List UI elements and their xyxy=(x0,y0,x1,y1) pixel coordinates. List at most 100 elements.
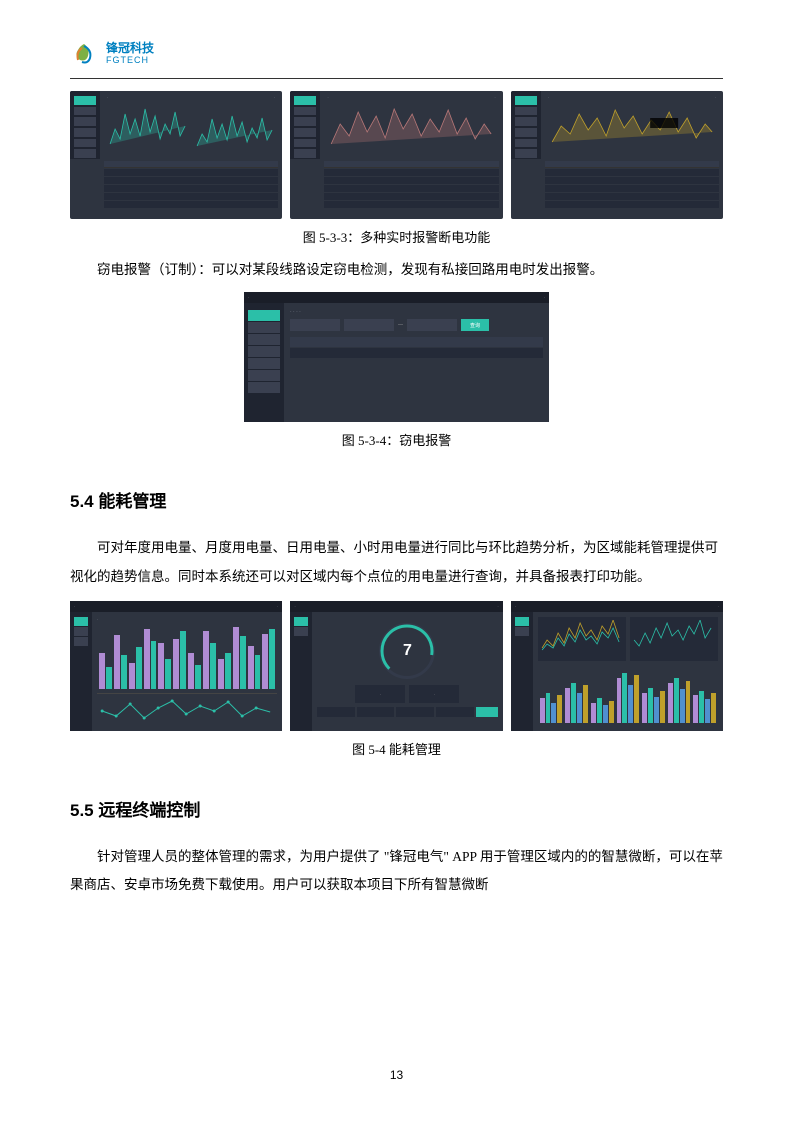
bar xyxy=(591,703,596,723)
table-row xyxy=(545,185,719,192)
energy-dashboard-2: ·· 7 · · xyxy=(290,601,502,731)
table-row xyxy=(104,177,278,184)
search-button[interactable]: 查询 xyxy=(461,319,489,331)
gauge-info-box: · xyxy=(355,685,405,703)
sidebar-item[interactable] xyxy=(248,310,280,321)
stat-box-accent[interactable] xyxy=(476,707,498,717)
table-row xyxy=(545,161,719,168)
dashboard-panel-2: ·· xyxy=(290,91,502,219)
bar xyxy=(173,639,179,689)
bar-group xyxy=(565,671,588,723)
center-main: · · · · — 查询 xyxy=(284,303,549,422)
sidebar-item[interactable] xyxy=(74,96,96,105)
stat-box xyxy=(317,707,355,717)
sidebar-item[interactable] xyxy=(515,139,537,148)
caption-5-4: 图 5-4 能耗管理 xyxy=(70,739,723,758)
bar xyxy=(144,629,150,689)
bar xyxy=(99,653,105,689)
dash-main: 7 · · xyxy=(312,612,502,731)
sidebar-item[interactable] xyxy=(515,117,537,126)
table-row xyxy=(290,337,543,347)
bar xyxy=(540,698,545,723)
table-row xyxy=(545,169,719,176)
date-input[interactable] xyxy=(344,319,394,331)
dashboard-panel-1: ·· xyxy=(70,91,282,219)
sidebar-item[interactable] xyxy=(74,149,96,158)
sidebar-item[interactable] xyxy=(294,139,316,148)
bar xyxy=(642,693,647,723)
bar-group xyxy=(233,626,246,689)
bar-group xyxy=(129,626,142,689)
bar-group xyxy=(188,626,201,689)
line-chart-right xyxy=(630,617,718,661)
sidebar-item[interactable] xyxy=(74,139,96,148)
sidebar-item[interactable] xyxy=(248,322,280,333)
bar xyxy=(648,688,653,723)
sidebar-item[interactable] xyxy=(74,117,96,126)
bar-group xyxy=(248,626,261,689)
bar-group xyxy=(203,626,216,689)
sidebar-item[interactable] xyxy=(74,627,88,636)
table-row xyxy=(104,185,278,192)
sidebar xyxy=(511,612,533,731)
sidebar xyxy=(70,612,92,731)
dash-header: ·· xyxy=(244,292,549,303)
line-chart xyxy=(97,698,277,726)
sidebar-item[interactable] xyxy=(515,128,537,137)
bar xyxy=(705,699,710,723)
bar xyxy=(165,659,171,689)
sidebar-item[interactable] xyxy=(294,149,316,158)
bar xyxy=(233,627,239,689)
sidebar-item[interactable] xyxy=(515,96,537,105)
table-row xyxy=(545,201,719,208)
page-header: 锋冠科技 FGTECH xyxy=(70,40,723,79)
dashboard-row-2: ·· · ·· xyxy=(70,601,723,731)
sidebar-item[interactable] xyxy=(248,346,280,357)
breadcrumb: · · · · xyxy=(290,309,543,315)
page-number: 13 xyxy=(390,1068,403,1082)
sidebar-item[interactable] xyxy=(294,128,316,137)
sidebar-item[interactable] xyxy=(248,382,280,393)
bar xyxy=(121,655,127,689)
bar xyxy=(210,643,216,689)
section-heading-5-4: 5.4 能耗管理 xyxy=(70,487,723,512)
bar-group xyxy=(218,626,231,689)
search-bar: — 查询 xyxy=(290,319,543,331)
dash-header: ·· xyxy=(290,601,502,612)
sidebar-item[interactable] xyxy=(248,358,280,369)
sidebar-item[interactable] xyxy=(74,637,88,646)
sidebar-item[interactable] xyxy=(515,149,537,158)
sidebar xyxy=(244,303,284,422)
bar-group xyxy=(144,626,157,689)
stat-box xyxy=(436,707,474,717)
sidebar-item[interactable] xyxy=(294,617,308,626)
sidebar-item[interactable] xyxy=(74,107,96,116)
sidebar-item[interactable] xyxy=(294,96,316,105)
sidebar-item[interactable] xyxy=(248,334,280,345)
bar xyxy=(628,685,633,723)
sidebar-item[interactable] xyxy=(515,107,537,116)
sidebar-item[interactable] xyxy=(74,617,88,626)
chart-area: ·· xyxy=(320,91,502,159)
sidebar-item[interactable] xyxy=(515,617,529,626)
sidebar-item[interactable] xyxy=(294,107,316,116)
bar xyxy=(654,697,659,723)
chart-area: ·· xyxy=(100,91,282,159)
body-text-5-5: 针对管理人员的整体管理的需求，为用户提供了 "锋冠电气" APP 用于管理区域内… xyxy=(70,843,723,900)
bar xyxy=(597,698,602,723)
dashboard-table xyxy=(511,159,723,213)
bar xyxy=(622,673,627,723)
sidebar-item[interactable] xyxy=(515,627,529,636)
sidebar-item[interactable] xyxy=(74,128,96,137)
bar xyxy=(240,636,246,689)
table-row xyxy=(324,193,498,200)
sidebar-item[interactable] xyxy=(294,627,308,636)
date-input[interactable] xyxy=(290,319,340,331)
sidebar-item[interactable] xyxy=(248,370,280,381)
bar-group xyxy=(591,671,614,723)
date-input[interactable] xyxy=(407,319,457,331)
area-chart-b xyxy=(324,106,498,154)
bar xyxy=(546,693,551,723)
bar xyxy=(617,678,622,723)
sidebar-item[interactable] xyxy=(294,117,316,126)
